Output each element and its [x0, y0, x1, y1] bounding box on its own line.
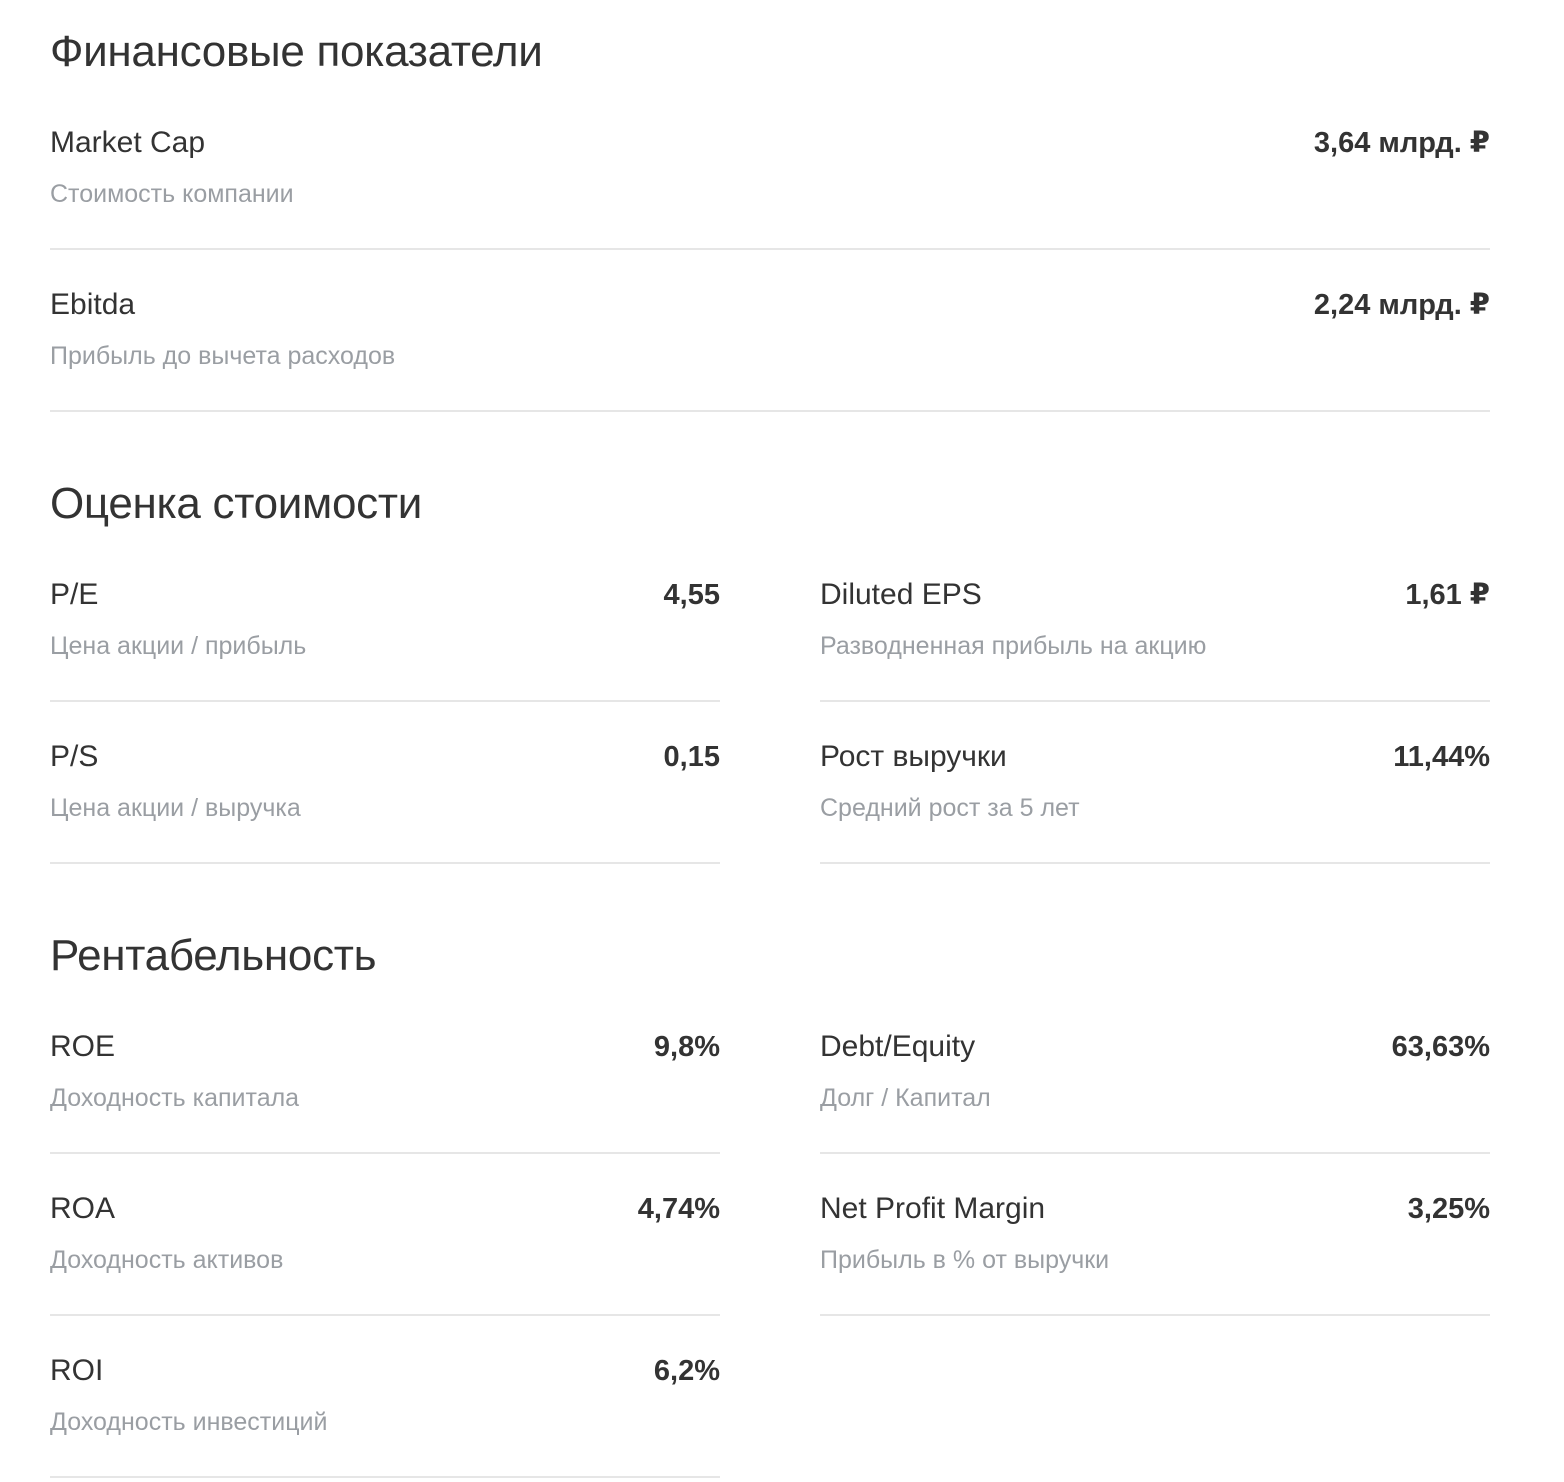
metric-pe: P/E 4,55 Цена акции / прибыль: [50, 540, 720, 702]
metric-label: P/S: [50, 740, 99, 773]
metric-value: 63,63%: [1391, 1031, 1490, 1063]
metric-roe: ROE 9,8% Доходность капитала: [50, 992, 720, 1154]
metric-label: ROA: [50, 1192, 116, 1225]
metric-value: 1,61 ₽: [1405, 579, 1490, 611]
metric-label: Net Profit Margin: [820, 1192, 1046, 1225]
metric-net-profit-margin: Net Profit Margin 3,25% Прибыль в % от в…: [820, 1154, 1490, 1316]
metric-description: Доходность инвестиций: [50, 1408, 328, 1436]
metric-description: Прибыль в % от выручки: [820, 1246, 1110, 1274]
metric-description: Разводненная прибыль на акцию: [820, 632, 1207, 660]
metric-description: Доходность капитала: [50, 1084, 300, 1112]
metric-diluted-eps: Diluted EPS 1,61 ₽ Разводненная прибыль …: [820, 540, 1490, 702]
metric-revenue-growth: Рост выручки 11,44% Средний рост за 5 ле…: [820, 702, 1490, 864]
metric-value: 4,55: [663, 579, 720, 611]
section-title-profitability: Рентабельность: [50, 931, 377, 980]
section-title-valuation: Оценка стоимости: [50, 479, 422, 528]
metric-label: Diluted EPS: [820, 578, 982, 611]
section-title-financial: Финансовые показатели: [50, 27, 543, 76]
metric-description: Средний рост за 5 лет: [820, 794, 1080, 822]
metric-description: Цена акции / выручка: [50, 794, 301, 822]
metric-description: Стоимость компании: [50, 180, 294, 208]
metric-value: 6,2%: [653, 1355, 720, 1387]
metric-value: 3,64 млрд. ₽: [1313, 127, 1490, 159]
metric-description: Доходность активов: [50, 1246, 284, 1274]
metric-value: 3,25%: [1407, 1193, 1490, 1225]
metric-roa: ROA 4,74% Доходность активов: [50, 1154, 720, 1316]
metric-value: 11,44%: [1393, 741, 1490, 773]
metric-label: Debt/Equity: [820, 1030, 976, 1063]
metric-label: P/E: [50, 578, 99, 611]
metric-debt-equity: Debt/Equity 63,63% Долг / Капитал: [820, 992, 1490, 1154]
metric-label: ROI: [50, 1354, 104, 1387]
metric-value: 0,15: [663, 741, 720, 773]
metric-description: Цена акции / прибыль: [50, 632, 307, 660]
metric-roi: ROI 6,2% Доходность инвестиций: [50, 1316, 720, 1478]
metric-label: Рост выручки: [820, 740, 1007, 773]
metric-value: 9,8%: [653, 1031, 720, 1063]
metric-description: Долг / Капитал: [820, 1084, 991, 1112]
metric-value: 2,24 млрд. ₽: [1313, 289, 1490, 321]
metric-label: Market Cap: [50, 126, 206, 159]
metric-market-cap: Market Cap 3,64 млрд. ₽ Стоимость компан…: [50, 88, 1490, 250]
metric-ps: P/S 0,15 Цена акции / выручка: [50, 702, 720, 864]
metric-value: 4,74%: [637, 1193, 720, 1225]
metric-label: Ebitda: [50, 288, 136, 321]
metric-description: Прибыль до вычета расходов: [50, 342, 396, 370]
metric-ebitda: Ebitda 2,24 млрд. ₽ Прибыль до вычета ра…: [50, 250, 1490, 412]
metric-label: ROE: [50, 1030, 116, 1063]
